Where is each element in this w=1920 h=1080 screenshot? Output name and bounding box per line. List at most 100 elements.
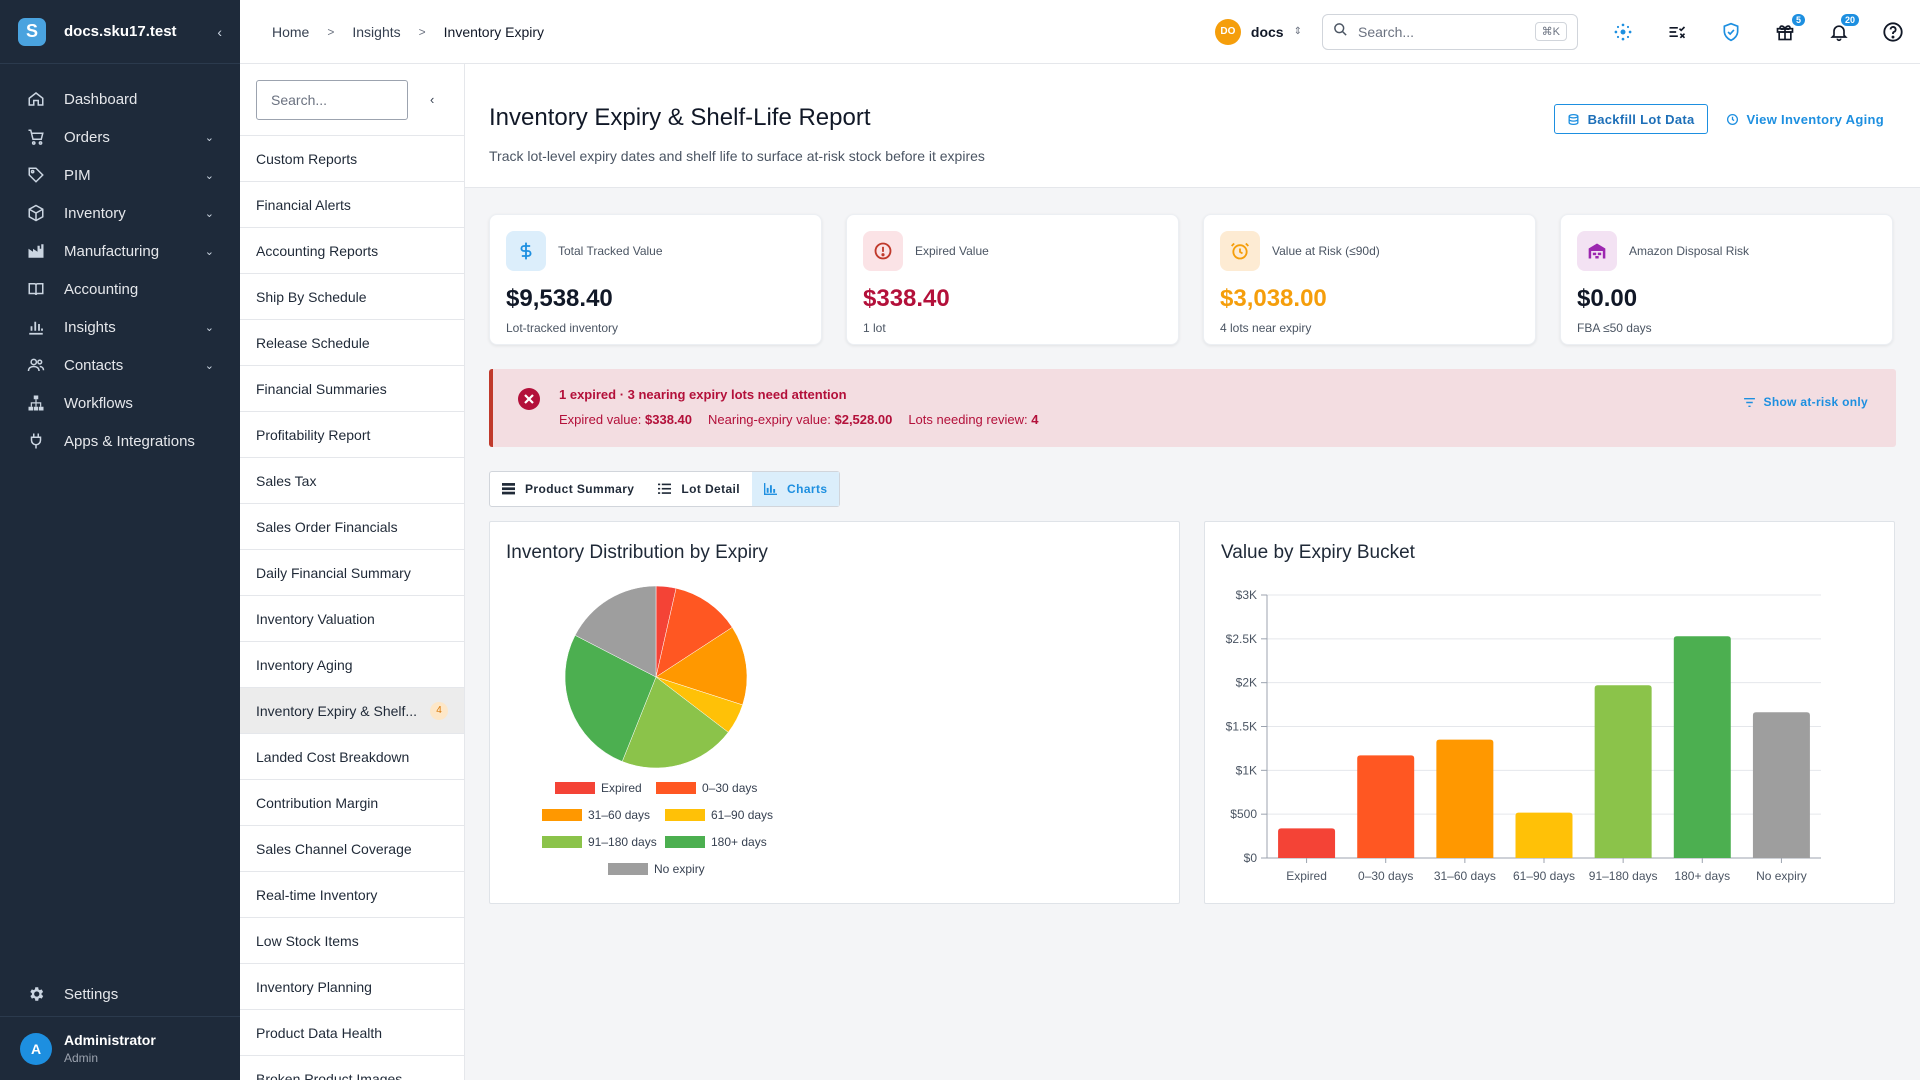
sidebar-item-pim[interactable]: PIM ⌄ bbox=[0, 156, 240, 194]
breadcrumb: Home > Insights > Inventory Expiry bbox=[240, 24, 1215, 40]
y-tick-label: $0 bbox=[1244, 851, 1258, 865]
pie-slice[interactable] bbox=[621, 676, 729, 769]
report-item-low-stock-items[interactable]: Low Stock Items bbox=[240, 918, 464, 964]
pie-slice[interactable] bbox=[564, 634, 657, 762]
tab-lot-detail[interactable]: Lot Detail bbox=[646, 472, 752, 506]
report-item-financial-summaries[interactable]: Financial Summaries bbox=[240, 366, 464, 412]
checklist-icon[interactable] bbox=[1663, 18, 1691, 46]
app-name[interactable]: docs.sku17.test bbox=[64, 23, 177, 40]
warehouse-icon bbox=[1577, 231, 1617, 271]
report-item-label: Accounting Reports bbox=[256, 242, 379, 259]
user-profile[interactable]: A Administrator Admin bbox=[0, 1016, 240, 1080]
report-item-landed-cost-breakdown[interactable]: Landed Cost Breakdown bbox=[240, 734, 464, 780]
sidebar-item-contacts[interactable]: Contacts ⌄ bbox=[0, 346, 240, 384]
view-aging-label: View Inventory Aging bbox=[1746, 111, 1884, 127]
card-value: $9,538.40 bbox=[506, 285, 613, 312]
chevron-right-icon: > bbox=[327, 24, 335, 39]
global-search[interactable]: Search... ⌘K bbox=[1322, 13, 1578, 50]
breadcrumb-insights[interactable]: Insights bbox=[352, 23, 401, 40]
chevron-down-icon: ⌄ bbox=[204, 245, 214, 258]
sidebar-item-inventory[interactable]: Inventory ⌄ bbox=[0, 194, 240, 232]
chevron-down-icon: ⌄ bbox=[204, 169, 214, 182]
report-item-inventory-planning[interactable]: Inventory Planning bbox=[240, 964, 464, 1010]
settings-label: Settings bbox=[64, 985, 119, 1003]
report-item-inventory-expiry-shelf[interactable]: Inventory Expiry & Shelf... 4 bbox=[240, 688, 464, 734]
sidebar-item-apps-integrations[interactable]: Apps & Integrations bbox=[0, 422, 240, 460]
alert-expired-value: $338.40 bbox=[645, 412, 693, 427]
breadcrumb-current: Inventory Expiry bbox=[443, 23, 545, 40]
card-label: Value at Risk (≤90d) bbox=[1272, 244, 1380, 258]
bar-chart-icon bbox=[764, 483, 778, 495]
collapse-reports-icon[interactable]: ‹ bbox=[430, 92, 435, 107]
report-item-financial-alerts[interactable]: Financial Alerts bbox=[240, 182, 464, 228]
bar[interactable] bbox=[1752, 712, 1810, 858]
sidebar-item-insights[interactable]: Insights ⌄ bbox=[0, 308, 240, 346]
report-item-contribution-margin[interactable]: Contribution Margin bbox=[240, 780, 464, 826]
report-item-inventory-valuation[interactable]: Inventory Valuation bbox=[240, 596, 464, 642]
reports-search-input[interactable]: Search... bbox=[256, 79, 408, 120]
bar[interactable] bbox=[1278, 828, 1336, 858]
card-label: Amazon Disposal Risk bbox=[1629, 244, 1750, 258]
page-subtitle: Track lot-level expiry dates and shelf l… bbox=[489, 148, 985, 164]
report-item-broken-product-images[interactable]: Broken Product Images bbox=[240, 1056, 464, 1080]
collapse-sidebar-icon[interactable]: ‹ bbox=[217, 23, 222, 40]
pie-slice[interactable] bbox=[655, 587, 733, 678]
shield-icon[interactable] bbox=[1717, 18, 1745, 46]
gift-icon[interactable]: 5 bbox=[1771, 13, 1805, 46]
report-item-profitability-report[interactable]: Profitability Report bbox=[240, 412, 464, 458]
tab-product-summary[interactable]: Product Summary bbox=[490, 472, 646, 506]
sidebar-item-accounting[interactable]: Accounting bbox=[0, 270, 240, 308]
show-at-risk-only-button[interactable]: Show at-risk only bbox=[1743, 395, 1868, 409]
bar-chart: $0 $500 $1K $1.5K $2K $2.5K $3K Expired 0–30 day… bbox=[1226, 588, 1821, 883]
report-item-real-time-inventory[interactable]: Real-time Inventory bbox=[240, 872, 464, 918]
breadcrumb-home[interactable]: Home bbox=[272, 23, 310, 40]
sidebar-item-label: Apps & Integrations bbox=[64, 432, 195, 450]
sidebar-item-workflows[interactable]: Workflows bbox=[0, 384, 240, 422]
sidebar-item-dashboard[interactable]: Dashboard bbox=[0, 80, 240, 118]
report-item-ship-by-schedule[interactable]: Ship By Schedule bbox=[240, 274, 464, 320]
report-item-inventory-aging[interactable]: Inventory Aging bbox=[240, 642, 464, 688]
tab-label: Product Summary bbox=[525, 482, 635, 496]
report-item-label: Sales Channel Coverage bbox=[256, 840, 412, 857]
bar[interactable] bbox=[1436, 739, 1494, 858]
clock-icon bbox=[1726, 113, 1739, 126]
report-item-product-data-health[interactable]: Product Data Health bbox=[240, 1010, 464, 1056]
report-item-daily-financial-summary[interactable]: Daily Financial Summary bbox=[240, 550, 464, 596]
report-item-sales-tax[interactable]: Sales Tax bbox=[240, 458, 464, 504]
sidebar-item-label: Dashboard bbox=[64, 90, 138, 108]
sidebar-item-manufacturing[interactable]: Manufacturing ⌄ bbox=[0, 232, 240, 270]
workspace-badge: DO bbox=[1214, 18, 1241, 45]
legend-label: 31–60 days bbox=[588, 808, 650, 822]
pie-slice[interactable] bbox=[574, 585, 657, 678]
view-inventory-aging-button[interactable]: View Inventory Aging bbox=[1726, 112, 1884, 127]
pie-slice[interactable] bbox=[655, 626, 748, 706]
sidebar-item-orders[interactable]: Orders ⌄ bbox=[0, 118, 240, 156]
bar[interactable] bbox=[1357, 755, 1415, 858]
alert-nearing-label: Nearing-expiry value: bbox=[708, 412, 831, 427]
report-item-label: Low Stock Items bbox=[256, 932, 359, 949]
tab-charts[interactable]: Charts bbox=[752, 472, 840, 506]
backfill-lot-data-button[interactable]: Backfill Lot Data bbox=[1553, 104, 1708, 134]
backfill-label: Backfill Lot Data bbox=[1587, 111, 1695, 127]
workspace-name: docs bbox=[1250, 23, 1284, 40]
card-caption: 1 lot bbox=[863, 321, 886, 335]
sidebar-item-settings[interactable]: Settings bbox=[0, 972, 240, 1016]
alert-review-label: Lots needing review: bbox=[908, 412, 1028, 427]
report-item-sales-channel-coverage[interactable]: Sales Channel Coverage bbox=[240, 826, 464, 872]
pie-chart-card: Inventory Distribution by Expiry Expired… bbox=[489, 521, 1180, 904]
help-icon[interactable] bbox=[1879, 18, 1907, 46]
report-item-sales-order-financials[interactable]: Sales Order Financials bbox=[240, 504, 464, 550]
bar[interactable] bbox=[1594, 685, 1652, 858]
report-item-custom-reports[interactable]: Custom Reports bbox=[240, 136, 464, 182]
bar[interactable] bbox=[1515, 812, 1573, 858]
ai-sparkle-icon[interactable] bbox=[1609, 18, 1637, 46]
sidebar-item-label: Inventory bbox=[64, 204, 126, 222]
report-item-release-schedule[interactable]: Release Schedule bbox=[240, 320, 464, 366]
bell-icon[interactable]: 20 bbox=[1825, 13, 1859, 46]
bar[interactable] bbox=[1673, 636, 1731, 858]
report-item-label: Inventory Expiry & Shelf... bbox=[256, 702, 418, 719]
bar-chart-card: Value by Expiry Bucket $0 $500 $1K $1.5K $2K… bbox=[1204, 521, 1895, 904]
workspace-switcher[interactable]: DO docs ⇕ bbox=[1214, 18, 1302, 45]
app-logo[interactable]: S bbox=[18, 17, 46, 46]
report-item-accounting-reports[interactable]: Accounting Reports bbox=[240, 228, 464, 274]
